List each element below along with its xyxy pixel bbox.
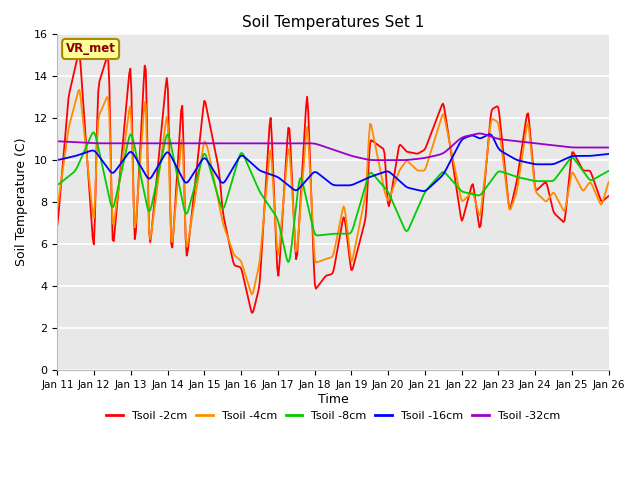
X-axis label: Time: Time: [317, 393, 348, 406]
Title: Soil Temperatures Set 1: Soil Temperatures Set 1: [242, 15, 424, 30]
Text: VR_met: VR_met: [66, 42, 116, 56]
Legend: Tsoil -2cm, Tsoil -4cm, Tsoil -8cm, Tsoil -16cm, Tsoil -32cm: Tsoil -2cm, Tsoil -4cm, Tsoil -8cm, Tsoi…: [102, 407, 564, 425]
Y-axis label: Soil Temperature (C): Soil Temperature (C): [15, 138, 28, 266]
